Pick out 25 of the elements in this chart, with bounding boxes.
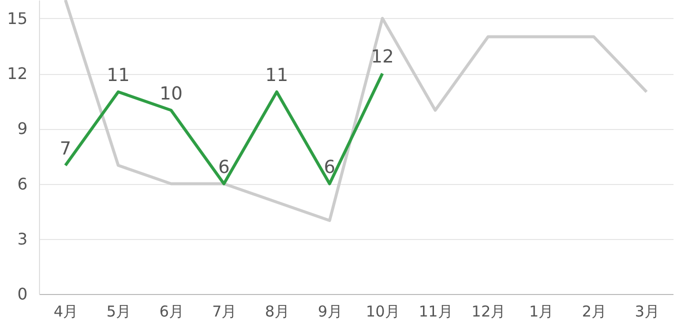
x-tick-label: 4月 <box>54 302 78 320</box>
x-tick-label: 3月 <box>634 302 660 320</box>
x-tick-label: 11月 <box>418 302 453 320</box>
x-tick-label: 1月 <box>529 302 554 320</box>
data-label: 12 <box>370 46 394 68</box>
x-tick-label: 9月 <box>318 302 342 320</box>
data-label: 6 <box>324 156 336 178</box>
x-tick-label: 5月 <box>106 302 132 320</box>
data-label: 11 <box>265 64 288 86</box>
x-tick-label: 10月 <box>366 302 400 320</box>
data-label: 11 <box>106 64 130 86</box>
y-tick-label: 12 <box>7 64 28 83</box>
x-tick-label: 12月 <box>472 302 506 320</box>
data-label: 6 <box>218 156 230 178</box>
x-tick-label: 2月 <box>582 302 607 320</box>
y-tick-label: 3 <box>17 229 28 248</box>
y-tick-label: 15 <box>7 8 28 28</box>
x-tick-label: 6月 <box>159 302 184 320</box>
y-tick-label: 6 <box>17 174 28 194</box>
y-tick-label: 0 <box>17 284 28 304</box>
data-label: 10 <box>160 83 183 104</box>
y-tick-label: 9 <box>17 119 28 138</box>
x-tick-label: 8月 <box>264 302 290 320</box>
data-label: 7 <box>60 138 72 160</box>
x-tick-label: 7月 <box>212 302 237 320</box>
